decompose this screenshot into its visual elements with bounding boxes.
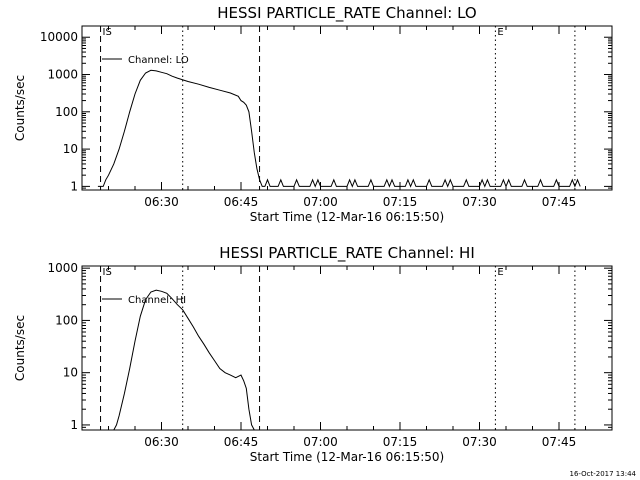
series-line [97, 69, 581, 188]
y-tick-label: 10 [63, 366, 78, 380]
y-tick-label: 100 [55, 313, 78, 327]
chart-panel-0: HESSI PARTICLE_RATE Channel: LO 1 10 100 100… [13, 4, 613, 224]
y-axis-title: Counts/sec [13, 75, 27, 141]
x-axis-title: Start Time (12-Mar-16 06:15:50) [250, 450, 444, 464]
series-line [113, 289, 255, 431]
x-tick-label: 06:45 [224, 195, 259, 209]
x-tick-label: 07:15 [383, 195, 418, 209]
x-axis-title: Start Time (12-Mar-16 06:15:50) [250, 210, 444, 224]
legend-label: Channel: LO [128, 55, 189, 66]
chart-title: HESSI PARTICLE_RATE Channel: LO [217, 4, 476, 23]
legend-label: Channel: HI [128, 295, 186, 306]
x-tick-label: 07:30 [462, 195, 497, 209]
x-tick-label: 07:45 [542, 435, 577, 449]
y-tick-label: 1 [70, 179, 78, 193]
y-tick-label: 1000 [47, 68, 78, 82]
x-tick-label: 06:30 [144, 195, 179, 209]
y-tick-label: 1000 [47, 261, 78, 275]
x-tick-label: 07:00 [303, 435, 338, 449]
time-marker-label: E [497, 267, 503, 278]
x-tick-label: 07:00 [303, 195, 338, 209]
y-axis-title: Counts/sec [13, 315, 27, 381]
time-marker-label: IS [103, 27, 112, 38]
y-tick-label: 10000 [40, 30, 78, 44]
y-tick-label: 100 [55, 105, 78, 119]
time-marker-label: E [497, 27, 503, 38]
timestamp-footer: 16-Oct-2017 13:44 [570, 470, 637, 478]
x-tick-label: 06:45 [224, 435, 259, 449]
y-tick-label: 1 [70, 418, 78, 432]
chart-title: HESSI PARTICLE_RATE Channel: HI [219, 244, 475, 263]
x-tick-label: 07:30 [462, 435, 497, 449]
y-tick-label: 10 [63, 142, 78, 156]
x-tick-label: 06:30 [144, 435, 179, 449]
x-tick-label: 07:45 [542, 195, 577, 209]
time-marker-label: IS [103, 267, 112, 278]
chart-panel-1: HESSI PARTICLE_RATE Channel: HI 1 10 100 100… [13, 244, 613, 464]
x-tick-label: 07:15 [383, 435, 418, 449]
